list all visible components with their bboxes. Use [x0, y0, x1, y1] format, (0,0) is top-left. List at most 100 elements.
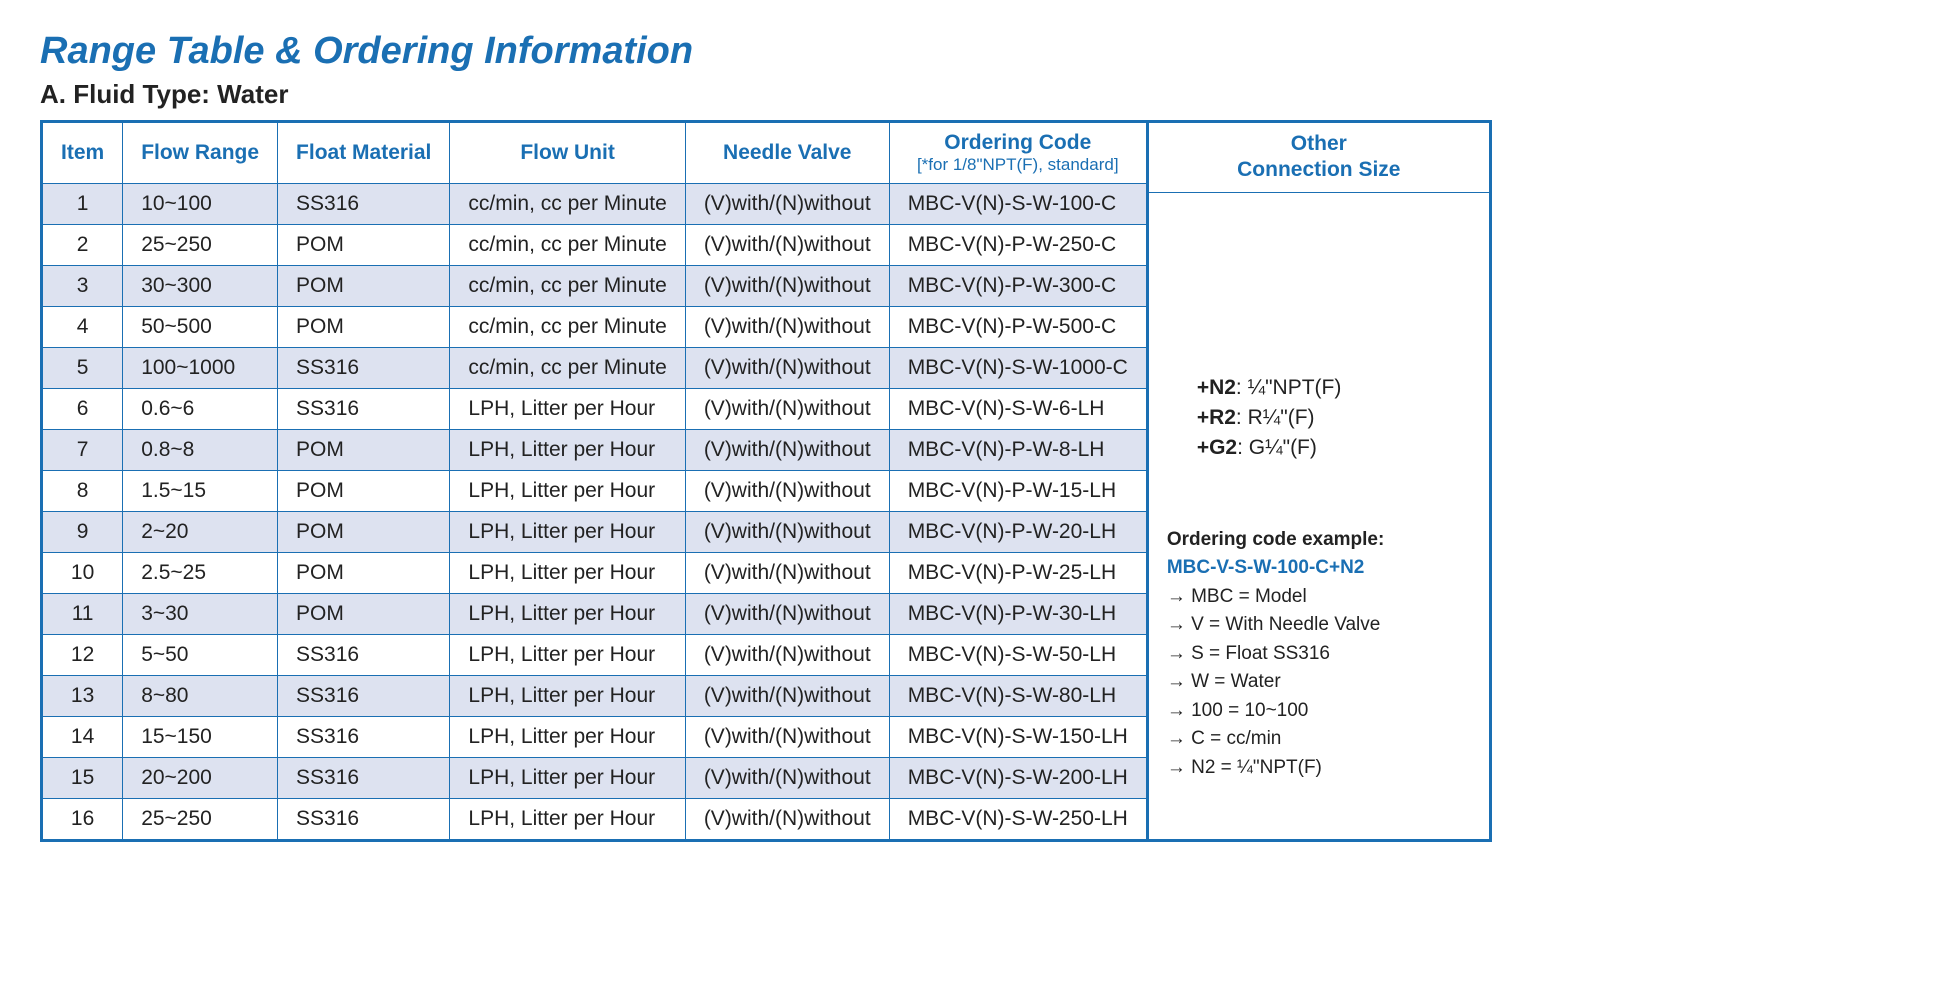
- cell-range: 2.5~25: [123, 553, 278, 594]
- connection-list: +N2: ¼"NPT(F) +R2: R¼"(F) +G2: G¼"(F): [1167, 370, 1471, 466]
- cell-item: 16: [42, 799, 123, 841]
- cell-code: MBC-V(N)-P-W-20-LH: [889, 512, 1147, 553]
- cell-range: 10~100: [123, 184, 278, 225]
- cell-code: MBC-V(N)-S-W-6-LH: [889, 389, 1147, 430]
- cell-unit: LPH, Litter per Hour: [450, 389, 685, 430]
- table-row: 1520~200SS316LPH, Litter per Hour(V)with…: [42, 758, 1148, 799]
- table-row: 102.5~25POMLPH, Litter per Hour(V)with/(…: [42, 553, 1148, 594]
- cell-material: SS316: [278, 184, 450, 225]
- table-row: 125~50SS316LPH, Litter per Hour(V)with/(…: [42, 635, 1148, 676]
- section-subtitle: A. Fluid Type: Water: [40, 79, 1920, 110]
- cell-range: 30~300: [123, 266, 278, 307]
- cell-range: 0.8~8: [123, 430, 278, 471]
- cell-code: MBC-V(N)-P-W-8-LH: [889, 430, 1147, 471]
- cell-unit: cc/min, cc per Minute: [450, 184, 685, 225]
- example-title: Ordering code example:: [1167, 526, 1471, 555]
- table-row: 225~250POMcc/min, cc per Minute(V)with/(…: [42, 225, 1148, 266]
- cell-unit: cc/min, cc per Minute: [450, 266, 685, 307]
- cell-unit: cc/min, cc per Minute: [450, 348, 685, 389]
- cell-range: 15~150: [123, 717, 278, 758]
- table-row: 1625~250SS316LPH, Litter per Hour(V)with…: [42, 799, 1148, 841]
- cell-material: SS316: [278, 717, 450, 758]
- range-table: Item Flow Range Float Material Flow Unit…: [40, 120, 1149, 842]
- cell-valve: (V)with/(N)without: [685, 184, 889, 225]
- example-line: → W = Water: [1167, 668, 1471, 697]
- col-flow-range: Flow Range: [123, 122, 278, 184]
- cell-valve: (V)with/(N)without: [685, 553, 889, 594]
- other-connection-body: +N2: ¼"NPT(F) +R2: R¼"(F) +G2: G¼"(F) Orde…: [1149, 193, 1489, 840]
- example-line: → MBC = Model: [1167, 583, 1471, 612]
- cell-material: SS316: [278, 635, 450, 676]
- table-row: 5100~1000SS316cc/min, cc per Minute(V)wi…: [42, 348, 1148, 389]
- cell-item: 5: [42, 348, 123, 389]
- col-ordering-code: Ordering Code [*for 1/8"NPT(F), standard…: [889, 122, 1147, 184]
- ordering-example: Ordering code example: MBC-V-S-W-100-C+N…: [1167, 526, 1471, 783]
- cell-valve: (V)with/(N)without: [685, 594, 889, 635]
- cell-item: 12: [42, 635, 123, 676]
- table-wrap: Item Flow Range Float Material Flow Unit…: [40, 120, 1920, 842]
- cell-code: MBC-V(N)-P-W-30-LH: [889, 594, 1147, 635]
- connection-item: +G2: G¼"(F): [1197, 436, 1471, 460]
- cell-code: MBC-V(N)-P-W-500-C: [889, 307, 1147, 348]
- cell-valve: (V)with/(N)without: [685, 799, 889, 841]
- cell-item: 14: [42, 717, 123, 758]
- cell-code: MBC-V(N)-S-W-200-LH: [889, 758, 1147, 799]
- table-row: 1415~150SS316LPH, Litter per Hour(V)with…: [42, 717, 1148, 758]
- cell-item: 6: [42, 389, 123, 430]
- example-line: → N2 = ¼"NPT(F): [1167, 754, 1471, 783]
- cell-material: POM: [278, 225, 450, 266]
- cell-unit: LPH, Litter per Hour: [450, 553, 685, 594]
- ordering-code-title: Ordering Code: [944, 131, 1091, 154]
- example-line: → S = Float SS316: [1167, 640, 1471, 669]
- cell-valve: (V)with/(N)without: [685, 225, 889, 266]
- cell-item: 7: [42, 430, 123, 471]
- cell-valve: (V)with/(N)without: [685, 676, 889, 717]
- cell-material: SS316: [278, 348, 450, 389]
- cell-material: SS316: [278, 758, 450, 799]
- cell-range: 25~250: [123, 225, 278, 266]
- cell-item: 13: [42, 676, 123, 717]
- cell-code: MBC-V(N)-S-W-80-LH: [889, 676, 1147, 717]
- cell-code: MBC-V(N)-S-W-150-LH: [889, 717, 1147, 758]
- cell-unit: LPH, Litter per Hour: [450, 430, 685, 471]
- cell-valve: (V)with/(N)without: [685, 471, 889, 512]
- cell-item: 4: [42, 307, 123, 348]
- cell-valve: (V)with/(N)without: [685, 512, 889, 553]
- cell-material: SS316: [278, 389, 450, 430]
- cell-code: MBC-V(N)-P-W-300-C: [889, 266, 1147, 307]
- cell-unit: LPH, Litter per Hour: [450, 471, 685, 512]
- connection-item: +N2: ¼"NPT(F): [1197, 376, 1471, 400]
- table-row: 330~300POMcc/min, cc per Minute(V)with/(…: [42, 266, 1148, 307]
- cell-item: 10: [42, 553, 123, 594]
- table-row: 92~20POMLPH, Litter per Hour(V)with/(N)w…: [42, 512, 1148, 553]
- cell-item: 9: [42, 512, 123, 553]
- table-row: 60.6~6SS316LPH, Litter per Hour(V)with/(…: [42, 389, 1148, 430]
- col-flow-unit: Flow Unit: [450, 122, 685, 184]
- table-row: 450~500POMcc/min, cc per Minute(V)with/(…: [42, 307, 1148, 348]
- cell-unit: LPH, Litter per Hour: [450, 676, 685, 717]
- cell-material: POM: [278, 266, 450, 307]
- cell-unit: cc/min, cc per Minute: [450, 225, 685, 266]
- table-row: 110~100SS316cc/min, cc per Minute(V)with…: [42, 184, 1148, 225]
- cell-material: POM: [278, 471, 450, 512]
- cell-code: MBC-V(N)-S-W-100-C: [889, 184, 1147, 225]
- cell-range: 25~250: [123, 799, 278, 841]
- other-connection-header: OtherConnection Size: [1149, 123, 1489, 193]
- other-connection-column: OtherConnection Size +N2: ¼"NPT(F) +R2: R…: [1149, 120, 1492, 842]
- cell-valve: (V)with/(N)without: [685, 430, 889, 471]
- cell-material: POM: [278, 512, 450, 553]
- col-item: Item: [42, 122, 123, 184]
- col-float-material: Float Material: [278, 122, 450, 184]
- cell-valve: (V)with/(N)without: [685, 348, 889, 389]
- cell-unit: LPH, Litter per Hour: [450, 717, 685, 758]
- connection-item: +R2: R¼"(F): [1197, 406, 1471, 430]
- cell-range: 8~80: [123, 676, 278, 717]
- cell-unit: LPH, Litter per Hour: [450, 594, 685, 635]
- cell-code: MBC-V(N)-S-W-1000-C: [889, 348, 1147, 389]
- cell-item: 2: [42, 225, 123, 266]
- table-row: 81.5~15POMLPH, Litter per Hour(V)with/(N…: [42, 471, 1148, 512]
- cell-item: 3: [42, 266, 123, 307]
- cell-code: MBC-V(N)-P-W-25-LH: [889, 553, 1147, 594]
- cell-valve: (V)with/(N)without: [685, 389, 889, 430]
- col-needle-valve: Needle Valve: [685, 122, 889, 184]
